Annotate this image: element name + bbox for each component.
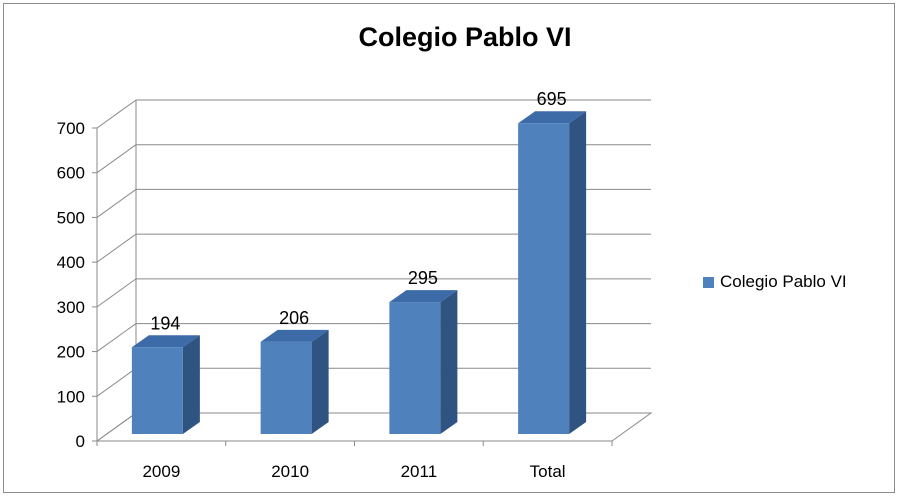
legend: Colegio Pablo VI <box>703 272 847 292</box>
gridline-side <box>96 412 137 442</box>
data-label: 695 <box>537 89 567 109</box>
bar <box>518 123 570 434</box>
x-tick-labels: 2009 2010 2011 Total <box>142 462 565 481</box>
y-tick-label: 700 <box>57 119 85 138</box>
bar-top <box>389 290 458 303</box>
y-tick-label: 600 <box>57 164 85 183</box>
legend-swatch <box>703 276 714 288</box>
bar <box>260 341 312 434</box>
gridline-side <box>96 144 137 174</box>
bar-side <box>569 111 587 434</box>
data-label: 295 <box>408 268 438 288</box>
y-tick-label: 100 <box>57 387 85 406</box>
data-labels: 194 206 295 695 <box>150 89 566 333</box>
y-tick-label: 500 <box>57 208 85 227</box>
x-tick-label: 2011 <box>401 462 438 481</box>
y-tick-label: 0 <box>76 432 85 451</box>
bar-side <box>182 335 200 434</box>
x-tick-label: Total <box>530 462 566 481</box>
y-tick-labels: 0 100 200 300 400 500 600 700 <box>57 119 85 451</box>
chart-title: Colegio Pablo VI <box>358 22 572 52</box>
gridline-side <box>96 189 137 218</box>
x-tick-label: 2009 <box>142 462 180 481</box>
bar-top <box>260 329 329 342</box>
gridline-side <box>96 278 137 308</box>
gridline-side <box>96 367 137 397</box>
data-label: 194 <box>150 313 180 333</box>
y-tick-label: 400 <box>57 253 85 272</box>
gridline-side <box>96 233 137 263</box>
data-label: 206 <box>279 308 309 328</box>
bar-top <box>518 111 587 124</box>
x-tick-label: 2010 <box>271 462 309 481</box>
gridline-side <box>96 323 137 352</box>
bar <box>131 347 183 434</box>
bar <box>389 302 441 434</box>
bar-side <box>440 290 458 434</box>
y-tick-label: 200 <box>57 343 85 362</box>
gridline-side <box>96 99 137 129</box>
bar-side <box>311 329 329 434</box>
bars <box>131 111 587 434</box>
legend-label: Colegio Pablo VI <box>720 272 847 291</box>
bar-top <box>131 335 200 348</box>
y-tick-label: 300 <box>57 298 85 317</box>
